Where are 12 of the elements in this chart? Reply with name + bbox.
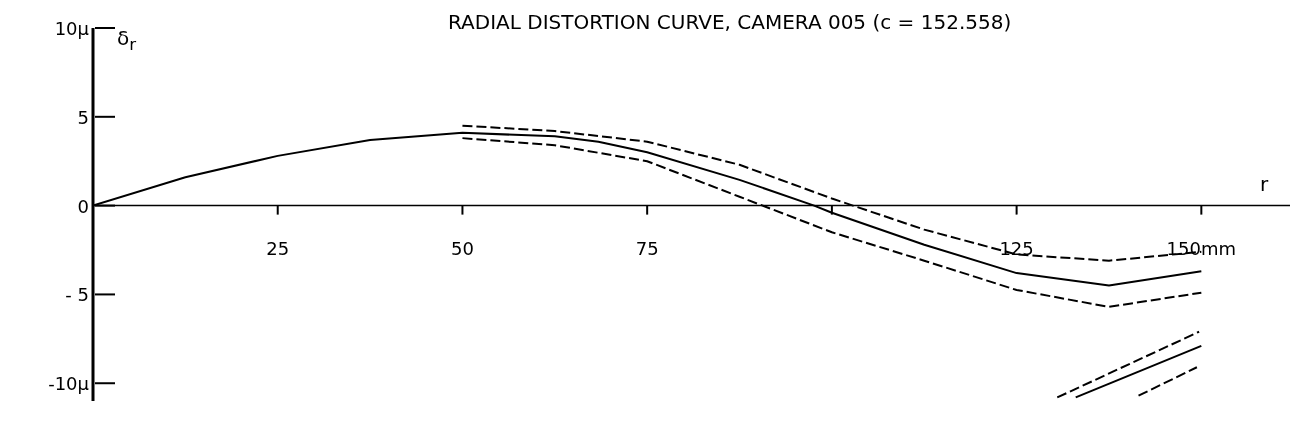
y-tick-label: 5 xyxy=(77,106,89,128)
x-tick-label: 25 xyxy=(266,238,290,260)
y-tick-label: -10μ xyxy=(48,373,90,395)
y-tick-label: - 5 xyxy=(65,284,89,306)
y-tick-label: 10μ xyxy=(54,18,90,39)
x-tick-label: 50 xyxy=(450,238,474,260)
y-tick-label: 0 xyxy=(77,195,89,217)
x-axis-title: r xyxy=(1260,171,1269,196)
x-tick-label: 150mm xyxy=(1166,238,1237,260)
y-axis-title: δ$_{r}$ xyxy=(117,26,137,54)
chart-title: RADIAL DISTORTION CURVE, CAMERA 005 (c = 152.558) xyxy=(448,10,1012,34)
x-tick-label: 75 xyxy=(635,238,659,260)
